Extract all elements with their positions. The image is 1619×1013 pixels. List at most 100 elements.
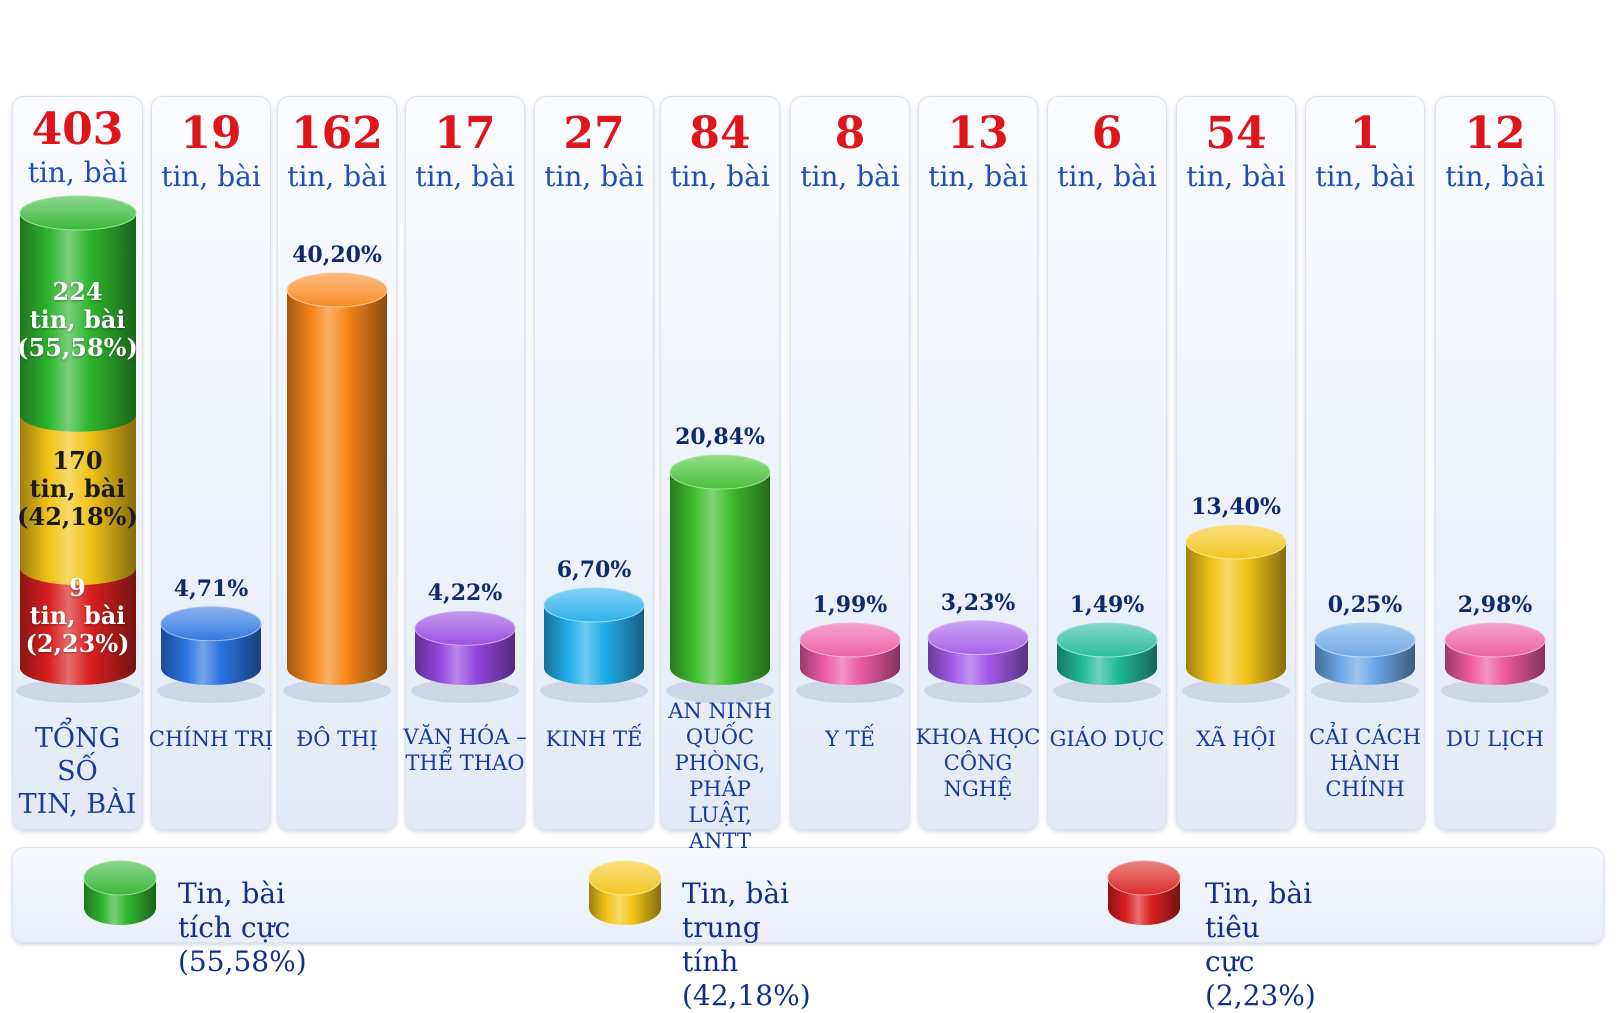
category-unit: tin, bài: [1057, 160, 1157, 193]
category-label: VĂN HÓA – THỂ THAO: [401, 724, 529, 776]
category-count: 54: [1205, 108, 1267, 159]
category-percent-label: 4,71%: [173, 575, 249, 602]
total-count: 403: [31, 104, 124, 155]
category-count: 8: [834, 108, 866, 159]
bar-shadow: [1053, 679, 1161, 703]
legend-swatch: [83, 860, 157, 925]
column-panel: [405, 96, 525, 830]
segment-count: 170: [52, 446, 103, 476]
category-percent-label: 1,49%: [1069, 592, 1145, 618]
bar-shadow: [283, 679, 391, 703]
bar-shadow: [666, 679, 774, 703]
category-label: DU LỊCH: [1431, 726, 1559, 752]
category-unit: tin, bài: [800, 160, 900, 193]
column-panel: [918, 96, 1038, 830]
bar: [927, 620, 1029, 685]
segment-pct: (2,23%): [25, 629, 130, 658]
bar: [414, 610, 516, 685]
bar-shadow: [411, 679, 519, 703]
bar-shadow: [924, 679, 1032, 703]
category-label-line: VĂN HÓA –: [403, 725, 527, 749]
bar: [1056, 622, 1158, 685]
total-segment-2: [20, 568, 136, 685]
category-label-line: KINH TẾ: [545, 727, 643, 751]
total-category-label: TỔNG SỐ TIN, BÀI: [12, 722, 143, 821]
category-label-line: CHÍNH TRỊ: [148, 727, 274, 751]
category-label-line: HÀNH CHÍNH: [1325, 751, 1405, 801]
column-panel: [1176, 96, 1296, 830]
bar: [669, 454, 771, 685]
category-unit: tin, bài: [287, 160, 387, 193]
category-count: 19: [180, 108, 242, 159]
segment-unit: tin, bài: [29, 601, 126, 630]
total-segment-0: [19, 195, 137, 432]
bar-shadow: [1311, 679, 1419, 703]
category-count: 162: [291, 108, 383, 159]
segment-pct: (55,58%): [17, 332, 138, 362]
total-segment-label-2: 9 tin, bài (2,23%): [12, 574, 143, 658]
category-percent-label: 6,70%: [556, 557, 632, 583]
category-unit: tin, bài: [1315, 160, 1415, 193]
category-label: Y TẾ: [786, 726, 914, 752]
category-count: 27: [563, 108, 625, 159]
category-percent-label: 2,98%: [1457, 591, 1533, 618]
category-count: 12: [1464, 108, 1526, 159]
category-label-line: XÃ HỘI: [1196, 727, 1276, 751]
category-percent-label: 1,99%: [812, 592, 888, 618]
category-percent-label: 0,25%: [1327, 592, 1403, 618]
category-label: CẢI CÁCH HÀNH CHÍNH: [1301, 724, 1429, 802]
segment-count: 9: [69, 573, 86, 602]
column-panel: [1047, 96, 1167, 830]
infographic-stage: 403 tin, bài TỔNG SỐ TIN, BÀI 224 tin, bài (55…: [12, 96, 1604, 1012]
chart-svg: [16, 195, 1549, 925]
bar: [543, 587, 645, 685]
category-percent-label: 40,20%: [292, 242, 382, 268]
bar-shadow: [1182, 679, 1290, 703]
category-label-line: AN NINH: [668, 699, 772, 723]
column-panel: [534, 96, 654, 830]
category-label: XÃ HỘI: [1172, 726, 1300, 752]
category-count: 17: [434, 108, 496, 159]
bar-shadow: [796, 679, 904, 703]
category-label: CHÍNH TRỊ: [147, 726, 275, 752]
column-panel: [151, 96, 271, 830]
bar: [1185, 524, 1287, 685]
category-count: 6: [1091, 108, 1123, 159]
bar: [160, 606, 262, 685]
category-label-line: THỂ THAO: [405, 751, 525, 775]
total-segment-label-1: 170 tin, bài (42,18%): [12, 447, 143, 531]
bar: [799, 622, 901, 685]
bar-shadow: [157, 679, 265, 703]
category-label: KINH TẾ: [530, 726, 658, 752]
column-panel: [1305, 96, 1425, 830]
category-count: 13: [947, 108, 1009, 159]
category-label-line: Y TẾ: [825, 727, 875, 751]
total-category-label-line: TỔNG SỐ: [34, 723, 121, 787]
segment-unit: tin, bài: [29, 304, 126, 334]
bar-shadow: [1441, 679, 1549, 703]
category-label: AN NINH QUỐC PHÒNG, PHÁP LUẬT, ANTT: [656, 698, 784, 854]
legend-item-label: Tin, bài tiêu cực (2,23%): [1205, 877, 1316, 1012]
category-unit: tin, bài: [415, 160, 515, 193]
category-count: 84: [689, 108, 751, 159]
category-unit: tin, bài: [670, 160, 770, 193]
segment-unit: tin, bài: [29, 474, 126, 504]
legend-swatch: [588, 860, 662, 925]
category-percent-label: 20,84%: [675, 424, 765, 451]
category-unit: tin, bài: [544, 160, 644, 193]
column-panel: [1435, 96, 1555, 830]
total-unit: tin, bài: [27, 156, 128, 189]
segment-pct: (42,18%): [17, 502, 138, 532]
category-percent-label: 13,40%: [1191, 494, 1281, 520]
total-segment-label-0: 224 tin, bài (55,58%): [12, 276, 143, 362]
total-segment-1: [20, 414, 136, 585]
category-count: 1: [1349, 108, 1381, 159]
category-unit: tin, bài: [1186, 160, 1286, 193]
legend-box: [12, 847, 1604, 943]
segment-count: 224: [52, 276, 103, 306]
category-label-line: KHOA HỌC: [915, 725, 1041, 749]
bar: [1314, 622, 1416, 685]
category-label-line: CÔNG NGHỆ: [943, 751, 1013, 801]
legend-swatch: [1107, 860, 1181, 925]
column-panel: [790, 96, 910, 830]
